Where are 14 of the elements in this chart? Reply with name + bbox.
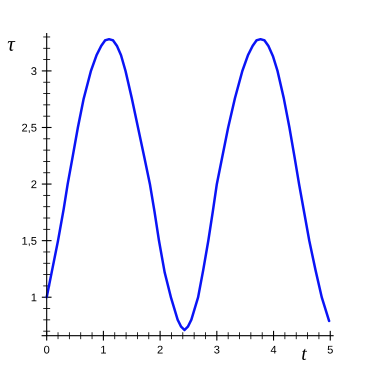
y-tick-label: 2,5 [22, 124, 36, 133]
x-tick-label: 5 [328, 346, 333, 354]
x-tick-label: 3 [214, 346, 220, 354]
x-tick-label: 0 [44, 346, 50, 354]
x-tick-label: 1 [101, 346, 106, 354]
x-tick-label: 4 [270, 346, 276, 354]
x-axis-title: t [302, 348, 308, 360]
y-tick-label: 2 [31, 180, 36, 188]
y-axis-title: τ [8, 41, 16, 51]
y-tick-label: 1,5 [22, 237, 36, 246]
line-series [45, 38, 330, 332]
y-tick-label: 3 [31, 67, 36, 76]
x-tick-label: 2 [158, 346, 163, 354]
y-tick-label: 1 [32, 294, 36, 302]
